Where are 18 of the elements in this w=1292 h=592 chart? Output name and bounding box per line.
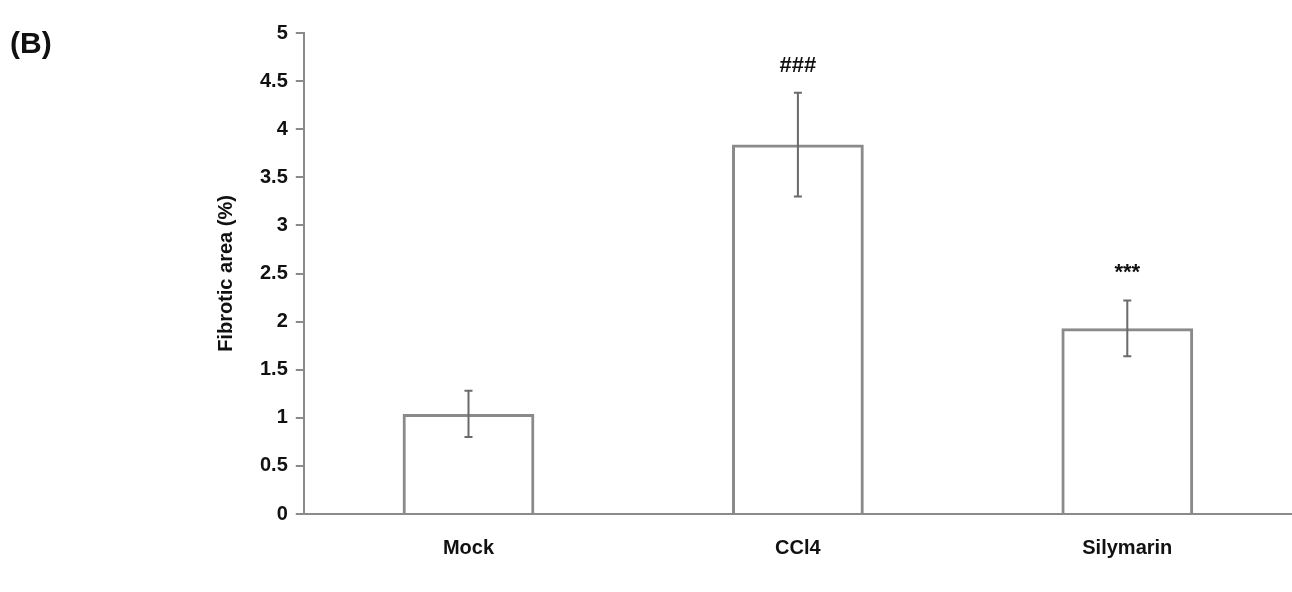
y-tick-label: 0.5 xyxy=(259,453,288,476)
annotation: *** xyxy=(1114,259,1141,285)
y-tick-label: 3 xyxy=(276,212,288,235)
y-tick-label: 0 xyxy=(276,501,288,524)
y-tick-label: 4.5 xyxy=(259,68,288,91)
y-tick-label: 1.5 xyxy=(259,357,288,380)
x-tick-label: Silymarin xyxy=(1082,535,1173,558)
x-tick-label: CCl4 xyxy=(775,535,822,558)
y-axis-title: Fibrotic area (%) xyxy=(213,195,236,352)
y-tick-label: 5 xyxy=(276,20,288,43)
y-tick-label: 2.5 xyxy=(259,261,288,284)
x-tick-label: Mock xyxy=(442,535,495,558)
y-tick-label: 2 xyxy=(276,309,288,332)
y-tick-label: 3.5 xyxy=(259,164,288,187)
y-tick-label: 4 xyxy=(276,116,289,139)
y-tick-label: 1 xyxy=(276,405,288,428)
text: (B) xyxy=(10,26,52,60)
annotation: ### xyxy=(779,51,817,77)
